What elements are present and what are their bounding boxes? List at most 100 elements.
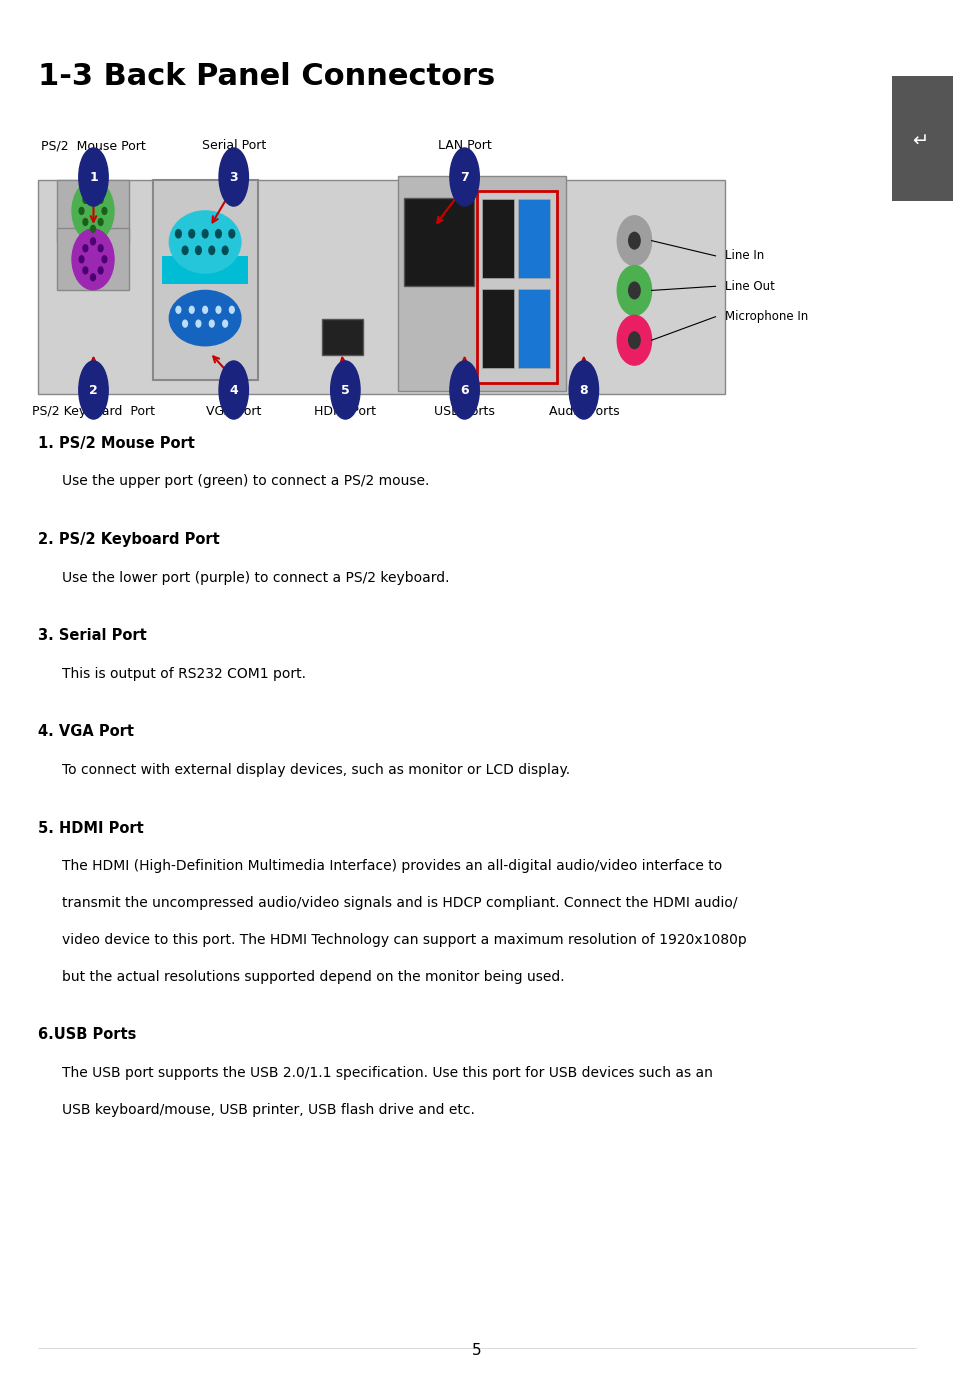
FancyBboxPatch shape (162, 256, 248, 284)
Text: 2: 2 (89, 383, 98, 397)
Text: ↵: ↵ (911, 131, 928, 151)
Circle shape (79, 207, 84, 214)
FancyBboxPatch shape (476, 191, 557, 383)
Ellipse shape (569, 361, 598, 419)
Circle shape (83, 267, 88, 274)
Text: The USB port supports the USB 2.0/1.1 specification. Use this port for USB devic: The USB port supports the USB 2.0/1.1 sp… (62, 1066, 712, 1080)
Circle shape (617, 266, 651, 315)
Text: 3. Serial Port: 3. Serial Port (38, 628, 147, 643)
Text: 2. PS/2 Keyboard Port: 2. PS/2 Keyboard Port (38, 532, 220, 546)
Text: Use the lower port (purple) to connect a PS/2 keyboard.: Use the lower port (purple) to connect a… (62, 571, 449, 585)
Circle shape (215, 230, 221, 238)
Ellipse shape (170, 290, 240, 346)
Ellipse shape (79, 148, 108, 206)
FancyBboxPatch shape (481, 289, 514, 368)
Circle shape (182, 246, 188, 254)
Circle shape (79, 256, 84, 263)
Text: 6: 6 (459, 383, 469, 397)
Text: Line In: Line In (724, 249, 763, 263)
Circle shape (210, 321, 213, 328)
Text: 8: 8 (578, 383, 588, 397)
Text: To connect with external display devices, such as monitor or LCD display.: To connect with external display devices… (62, 763, 570, 777)
Text: 3: 3 (229, 170, 238, 184)
Circle shape (617, 216, 651, 266)
Circle shape (102, 256, 107, 263)
Circle shape (223, 321, 228, 328)
Text: 1: 1 (89, 170, 98, 184)
Text: This is output of RS232 COM1 port.: This is output of RS232 COM1 port. (62, 667, 306, 680)
Text: 5: 5 (340, 383, 350, 397)
Circle shape (91, 189, 95, 196)
Circle shape (98, 245, 103, 252)
Circle shape (190, 306, 194, 313)
FancyBboxPatch shape (397, 176, 565, 391)
Circle shape (196, 321, 201, 328)
Ellipse shape (219, 361, 248, 419)
FancyBboxPatch shape (322, 319, 362, 355)
Circle shape (83, 245, 88, 252)
Circle shape (102, 207, 107, 214)
Text: PS/2  Mouse Port: PS/2 Mouse Port (41, 140, 146, 152)
Ellipse shape (79, 361, 108, 419)
Text: Serial Port: Serial Port (201, 140, 266, 152)
Circle shape (183, 321, 188, 328)
Ellipse shape (170, 212, 240, 274)
Ellipse shape (450, 361, 478, 419)
Circle shape (91, 238, 95, 245)
FancyBboxPatch shape (38, 180, 724, 394)
FancyBboxPatch shape (57, 180, 129, 242)
Text: Use the upper port (green) to connect a PS/2 mouse.: Use the upper port (green) to connect a … (62, 474, 429, 488)
Circle shape (83, 219, 88, 225)
Circle shape (202, 306, 208, 313)
Text: Audio Ports: Audio Ports (548, 405, 618, 418)
Circle shape (83, 196, 88, 203)
Text: 7: 7 (459, 170, 469, 184)
FancyBboxPatch shape (517, 199, 550, 278)
Text: VGA Port: VGA Port (206, 405, 261, 418)
Circle shape (176, 306, 181, 313)
Circle shape (71, 180, 114, 241)
Text: 1. PS/2 Mouse Port: 1. PS/2 Mouse Port (38, 436, 194, 451)
Circle shape (230, 306, 234, 313)
Circle shape (628, 282, 639, 299)
FancyBboxPatch shape (57, 228, 129, 290)
Text: transmit the uncompressed audio/video signals and is HDCP compliant. Connect the: transmit the uncompressed audio/video si… (62, 896, 737, 910)
Circle shape (222, 246, 228, 254)
FancyBboxPatch shape (152, 180, 257, 380)
Circle shape (98, 196, 103, 203)
Text: 4: 4 (229, 383, 238, 397)
Circle shape (189, 230, 194, 238)
Circle shape (175, 230, 181, 238)
Circle shape (229, 230, 234, 238)
Text: Line Out: Line Out (724, 279, 774, 293)
FancyBboxPatch shape (403, 198, 474, 286)
Circle shape (628, 332, 639, 349)
Circle shape (98, 267, 103, 274)
Text: The HDMI (High-Definition Multimedia Interface) provides an all-digital audio/vi: The HDMI (High-Definition Multimedia Int… (62, 859, 721, 874)
Text: USB Ports: USB Ports (434, 405, 495, 418)
Circle shape (209, 246, 214, 254)
Text: video device to this port. The HDMI Technology can support a maximum resolution : video device to this port. The HDMI Tech… (62, 934, 746, 947)
Circle shape (628, 232, 639, 249)
Text: 1-3 Back Panel Connectors: 1-3 Back Panel Connectors (38, 62, 495, 91)
Circle shape (216, 306, 221, 313)
Circle shape (91, 274, 95, 281)
Ellipse shape (331, 361, 359, 419)
Circle shape (91, 225, 95, 232)
Text: LAN Port: LAN Port (437, 140, 491, 152)
Ellipse shape (450, 148, 478, 206)
Text: USB keyboard/mouse, USB printer, USB flash drive and etc.: USB keyboard/mouse, USB printer, USB fla… (62, 1102, 475, 1117)
Text: HDMI Port: HDMI Port (314, 405, 375, 418)
Text: but the actual resolutions supported depend on the monitor being used.: but the actual resolutions supported dep… (62, 969, 564, 983)
Text: 5. HDMI Port: 5. HDMI Port (38, 820, 144, 835)
FancyBboxPatch shape (481, 199, 514, 278)
Text: 5: 5 (472, 1343, 481, 1358)
Circle shape (617, 315, 651, 365)
Text: 6.USB Ports: 6.USB Ports (38, 1028, 136, 1043)
FancyBboxPatch shape (517, 289, 550, 368)
Ellipse shape (219, 148, 248, 206)
Circle shape (98, 219, 103, 225)
FancyBboxPatch shape (891, 76, 953, 201)
Circle shape (195, 246, 201, 254)
Text: Microphone In: Microphone In (724, 310, 807, 324)
